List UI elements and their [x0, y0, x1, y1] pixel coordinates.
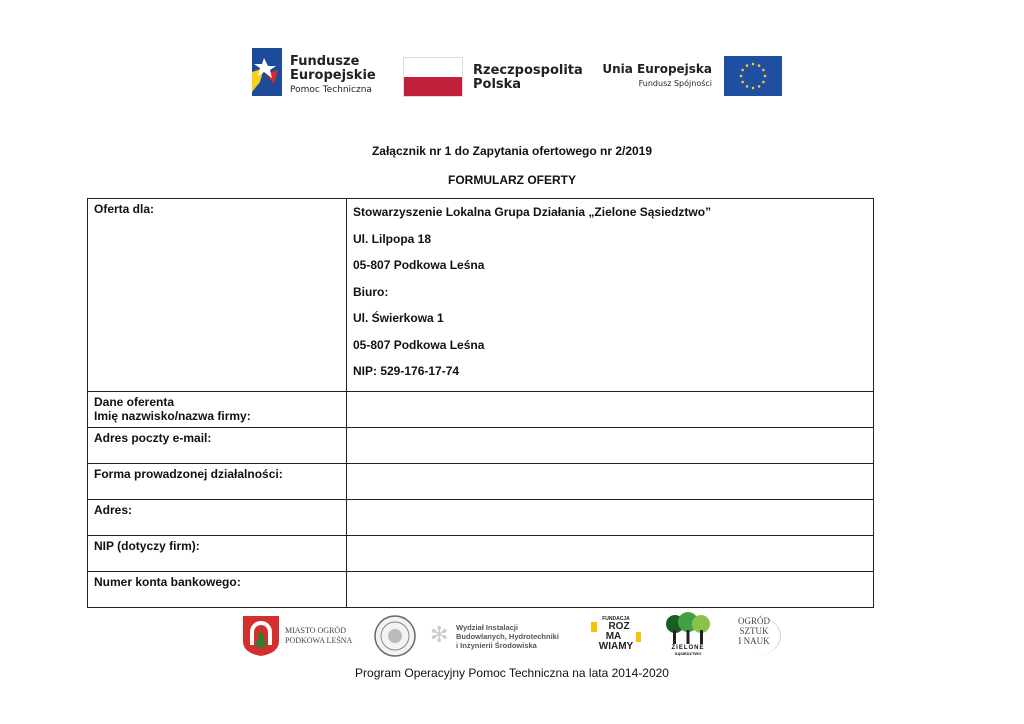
table-row: Forma prowadzonej działalności: [87, 462, 874, 500]
ogrod-logo: OGRÓD SZTUK I NAUK [728, 616, 781, 656]
recipient-city: 05-807 Podkowa Leśna [353, 258, 485, 272]
office-city: 05-807 Podkowa Leśna [353, 337, 485, 352]
ue-line1: Unia Europejska [602, 62, 712, 76]
address-label: Adres: [87, 498, 347, 536]
bidder-name-field[interactable] [346, 390, 874, 428]
office-label: Biuro: [353, 284, 389, 299]
wydzial-line2: Budowlanych, Hydrotechniki [456, 632, 559, 641]
podkowa-coat-of-arms-icon [243, 616, 279, 656]
table-row: Numer konta bankowego: [87, 570, 874, 608]
snowflake-icon: ✻ [430, 622, 449, 647]
university-seal-icon [374, 615, 416, 657]
rp-line1: Rzeczpospolita [473, 63, 583, 78]
rozmawiamy-logo: FUNDACJA ROZ MA WIAMY [591, 616, 641, 652]
zielone-line2: SĄSIEDZTWO [674, 651, 702, 656]
eu-flag-icon [724, 56, 782, 96]
ogrod-line3: I NAUK [738, 636, 770, 646]
nip-field[interactable] [346, 534, 874, 572]
office-street: Ul. Świerkowa 1 [353, 311, 444, 325]
offer-label: Oferta dla: [87, 198, 347, 392]
business-form-field[interactable] [346, 462, 874, 500]
recipient-street: Ul. Lilpopa 18 [353, 231, 432, 246]
document-title: Załącznik nr 1 do Zapytania ofertowego n… [371, 144, 653, 158]
wydzial-line3: i Inżynierii Środowiska [456, 641, 537, 650]
miasto-line2: PODKOWA LEŚNA [285, 636, 353, 645]
rozmawiamy-line1: FUNDACJA [602, 616, 630, 622]
fe-line3: Pomoc Techniczna [290, 85, 372, 95]
email-label: Adres poczty e-mail: [87, 426, 347, 464]
polish-flag-icon [403, 57, 463, 97]
fe-line1: Fundusze [290, 54, 360, 69]
recipient-name: Stowarzyszenie Lokalna Grupa Działania „… [353, 205, 712, 219]
ogrod-line1: OGRÓD [737, 616, 770, 626]
email-field[interactable] [346, 426, 874, 464]
miasto-line1: MIASTO OGRÓD [285, 626, 346, 635]
rp-line2: Polska [473, 77, 522, 92]
bidder-label-line2: Imię nazwisko/nazwa firmy: [94, 408, 251, 423]
table-row: Dane oferenta Imię nazwisko/nazwa firmy: [87, 390, 874, 428]
bank-account-field[interactable] [346, 570, 874, 608]
address-field[interactable] [346, 498, 874, 536]
wydzial-line1: Wydział Instalacji [456, 623, 518, 632]
program-footer: Program Operacyjny Pomoc Techniczna na l… [355, 666, 669, 680]
offer-recipient-row: Oferta dla: Stowarzyszenie Lokalna Grupa… [87, 198, 874, 392]
rozmawiamy-line4: WIAMY [598, 641, 634, 652]
zielone-line1: ZIELONE [671, 645, 705, 651]
offer-form-table: Oferta dla: Stowarzyszenie Lokalna Grupa… [87, 198, 874, 608]
nip-label: NIP (dotyczy firm): [87, 534, 347, 572]
ue-line2: Fundusz Spójności [638, 79, 712, 88]
table-row: Adres: [87, 498, 874, 536]
trees-icon [666, 612, 710, 644]
table-row: Adres poczty e-mail: [87, 426, 874, 464]
table-row: NIP (dotyczy firm): [87, 534, 874, 572]
bidder-label-line1: Dane oferenta [94, 394, 175, 409]
bank-account-label: Numer konta bankowego: [87, 570, 347, 608]
rozmawiamy-line3: MA [591, 632, 641, 642]
fe-flag-icon [252, 48, 282, 96]
form-title: FORMULARZ OFERTY [448, 173, 576, 187]
bidder-label: Dane oferenta Imię nazwisko/nazwa firmy: [87, 390, 347, 428]
recipient-nip: NIP: 529-176-17-74 [353, 364, 460, 378]
rozmawiamy-line2: ROZ [591, 622, 641, 632]
offer-recipient: Stowarzyszenie Lokalna Grupa Działania „… [346, 198, 874, 392]
fe-line2: Europejskie [290, 68, 376, 83]
business-form-label: Forma prowadzonej działalności: [87, 462, 347, 500]
ogrod-line2: SZTUK [739, 626, 769, 636]
